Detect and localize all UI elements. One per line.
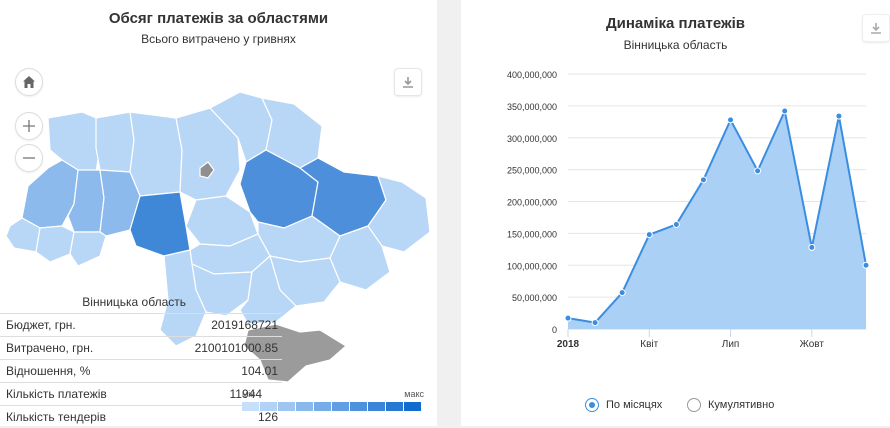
chart-panel: Динаміка платежів Вінницька область 0 50,… <box>461 0 890 426</box>
y-tick-label: 50,000,000 <box>512 293 557 303</box>
data-point <box>781 107 789 115</box>
legend-color-scale <box>242 402 421 411</box>
y-tick-label: 100,000,000 <box>507 261 557 271</box>
legend-cell <box>314 402 331 411</box>
data-point <box>754 167 762 175</box>
region-kherson[interactable] <box>239 254 297 325</box>
legend-max-label: макс <box>404 389 424 399</box>
option-monthly[interactable]: По місяцях <box>585 398 662 412</box>
legend-cell <box>404 402 421 411</box>
info-row-payments: Кількість платежів 11944 <box>0 382 282 405</box>
region-chernivtsi[interactable] <box>69 231 107 267</box>
info-row-ratio: Відношення, % 104.01 <box>0 359 282 382</box>
legend-cell <box>368 402 385 411</box>
region-info-table: Вінницька область Бюджет, грн. 201916872… <box>0 292 282 428</box>
zoom-in-icon <box>23 120 35 132</box>
legend-cell <box>296 402 313 411</box>
zoom-out-icon <box>23 157 35 159</box>
zoom-in-button[interactable] <box>15 112 43 140</box>
data-point <box>645 231 653 239</box>
region-zhytomyr[interactable] <box>129 111 183 197</box>
legend-cell <box>260 402 277 411</box>
info-row-tenders: Кількість тендерів 126 <box>0 405 282 428</box>
info-label: Витрачено, грн. <box>6 341 94 355</box>
y-tick-label: 300,000,000 <box>507 134 557 144</box>
ukraine-map <box>5 91 431 383</box>
region-odesa[interactable] <box>159 249 207 347</box>
radio-monthly[interactable] <box>585 398 599 412</box>
data-point <box>727 116 735 124</box>
region-luhansk[interactable] <box>367 175 431 253</box>
info-value: 104.01 <box>241 364 278 378</box>
info-region-name: Вінницька область <box>82 295 186 309</box>
map-panel: Обсяг платежів за областями Всього витра… <box>0 0 437 426</box>
region-vinnytsia[interactable] <box>129 191 191 257</box>
data-point <box>835 112 843 120</box>
info-label: Бюджет, грн. <box>6 318 76 332</box>
x-tick-label: 2018 <box>557 339 580 350</box>
data-point <box>862 261 870 269</box>
info-row-spent: Витрачено, грн. 2100101000.85 <box>0 336 282 359</box>
region-rivne[interactable] <box>95 111 135 173</box>
option-monthly-label: По місяцях <box>606 399 663 411</box>
legend-cell <box>386 402 403 411</box>
info-label: Кількість тендерів <box>6 410 106 424</box>
x-tick-label: Лип <box>722 339 740 350</box>
y-tick-label: 200,000,000 <box>507 198 557 208</box>
legend-cell <box>278 402 295 411</box>
data-point <box>699 176 707 184</box>
chart-subtitle: Вінницька область <box>623 38 728 52</box>
data-point <box>808 243 816 251</box>
info-value: 126 <box>257 410 278 424</box>
legend-min-label: мін <box>242 389 256 399</box>
data-point <box>618 289 626 297</box>
map-title: Обсяг платежів за областями <box>108 10 329 27</box>
data-point <box>591 319 599 327</box>
series-line <box>567 107 867 324</box>
x-tick-label: Жовт <box>800 339 825 350</box>
region-kyiv-city[interactable] <box>199 161 215 179</box>
y-tick-label: 250,000,000 <box>507 166 557 176</box>
x-tick-label: Квіт <box>640 339 658 350</box>
home-button[interactable] <box>15 68 43 96</box>
region-khmelnytskyi[interactable] <box>99 169 141 237</box>
map-subtitle: Всього витрачено у гривнях <box>141 32 296 46</box>
info-label: Відношення, % <box>6 364 91 378</box>
y-tick-label: 400,000,000 <box>507 70 557 80</box>
y-tick-label: 350,000,000 <box>507 102 557 112</box>
region-ivano-frankivsk[interactable] <box>35 225 75 263</box>
y-tick-label: 0 <box>552 325 557 335</box>
radio-cumulative[interactable] <box>687 398 701 412</box>
zoom-out-button[interactable] <box>15 144 43 172</box>
legend-cell <box>350 402 367 411</box>
chart-download-button[interactable] <box>862 14 890 42</box>
info-value: 2019168721 <box>211 318 278 332</box>
info-value: 11944 <box>229 387 262 401</box>
option-cumulative[interactable]: Кумулятивно <box>687 398 774 412</box>
legend-cell <box>332 402 349 411</box>
legend-cell <box>242 402 259 411</box>
area-fill <box>568 110 866 329</box>
data-point <box>672 220 680 228</box>
data-point <box>564 314 572 322</box>
payments-area-chart: 0 50,000,000 100,000,000 150,000,000 200,000… <box>507 70 870 350</box>
option-cumulative-label: Кумулятивно <box>708 399 775 411</box>
map-download-button[interactable] <box>394 68 422 96</box>
y-tick-label: 150,000,000 <box>507 229 557 239</box>
chart-title: Динаміка платежів <box>605 15 746 32</box>
info-label: Кількість платежів <box>6 387 107 401</box>
download-icon <box>403 77 413 88</box>
home-icon <box>23 76 35 88</box>
region-crimea[interactable] <box>243 323 348 383</box>
info-row-budget: Бюджет, грн. 2019168721 <box>0 313 282 336</box>
download-icon <box>871 23 881 34</box>
info-value: 2100101000.85 <box>194 341 278 355</box>
